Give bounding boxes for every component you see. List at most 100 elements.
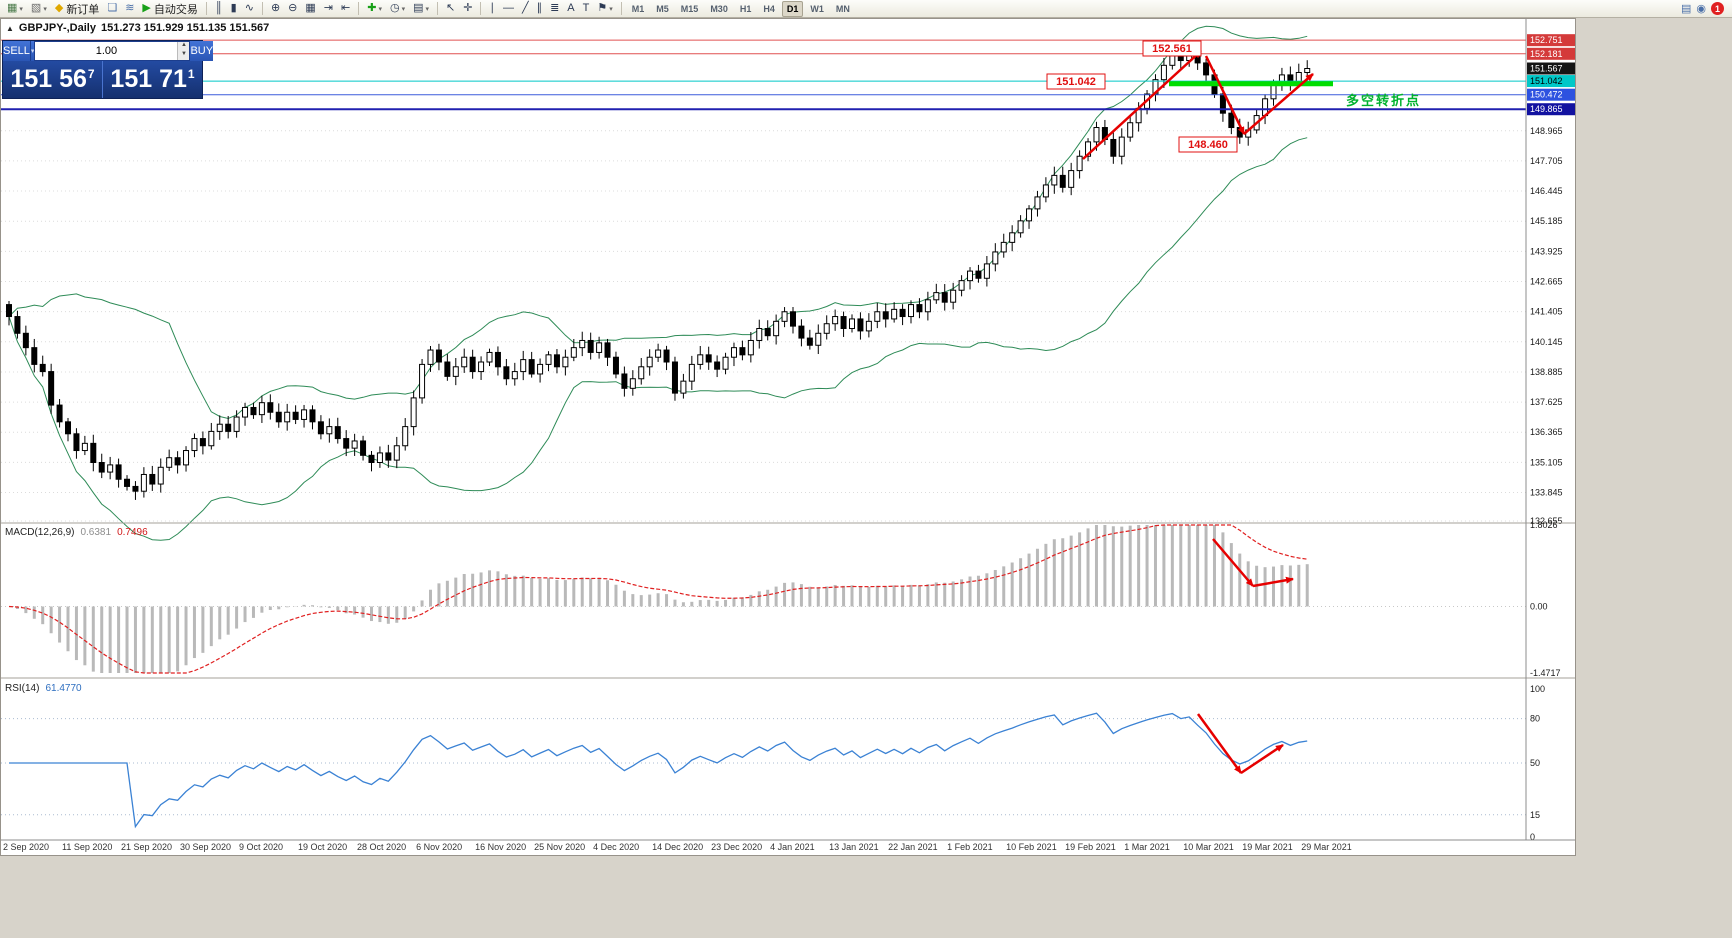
candles-layer — [6, 42, 1311, 500]
svg-text:29 Mar 2021: 29 Mar 2021 — [1301, 842, 1352, 852]
timeframe-m1-button[interactable]: M1 — [631, 3, 645, 14]
timeframe-h4-button[interactable]: H4 — [763, 3, 775, 14]
candlestick-chart-button[interactable]: ▮ — [227, 1, 241, 17]
chart-title: ▲ GBPJPY-,Daily 151.273 151.929 151.135 … — [6, 22, 269, 34]
svg-text:151.042: 151.042 — [1056, 76, 1096, 88]
chart-shift-icon: ⇤ — [341, 2, 351, 14]
tile-windows-button[interactable]: ▦ — [301, 1, 319, 17]
periods-icon: ◷ — [389, 2, 400, 14]
notification-badge[interactable]: 1 — [1711, 2, 1724, 15]
new-order-icon: ◆ — [54, 2, 64, 14]
dropdown-arrow-icon: ▾ — [425, 5, 430, 13]
svg-text:4 Dec 2020: 4 Dec 2020 — [593, 842, 639, 852]
vertical-line-icon: ∣ — [489, 2, 495, 14]
chat-icon[interactable]: ◉ — [1696, 3, 1706, 15]
svg-text:147.705: 147.705 — [1530, 156, 1563, 166]
volume-stepper: ▲ ▼ — [177, 42, 190, 60]
svg-text:19 Mar 2021: 19 Mar 2021 — [1242, 842, 1293, 852]
one-click-trade-panel: SELL ▾ ▲ ▼ BUY 151 56 7 151 71 — [2, 40, 214, 99]
panel-toggle-icon[interactable]: ▤ — [1680, 3, 1692, 15]
annotations: 152.561 151.042 148.460 多空转折点 — [1046, 40, 1419, 775]
toolbar-right: ▤ ◉ 1 — [1681, 2, 1729, 15]
ask-price[interactable]: 151 71 1 — [102, 61, 202, 98]
price-grid: 148.965 147.705 146.445 145.185 143.925 142.6… — [1, 126, 1563, 526]
fibonacci-icon: ≣ — [550, 2, 560, 14]
timeframe-mn-button[interactable]: MN — [835, 3, 850, 14]
timeframe-d1-button[interactable]: D1 — [781, 0, 804, 17]
zoom-in-button[interactable]: ⊕ — [267, 1, 284, 17]
svg-text:-1.4717: -1.4717 — [1530, 668, 1561, 678]
zoom-in-icon: ⊕ — [270, 2, 281, 14]
timeframe-m15-button[interactable]: M15 — [680, 3, 699, 14]
arrows-button[interactable]: ⚑ ▾ — [593, 1, 616, 17]
new-order-button[interactable]: ◆ 新订单 — [51, 1, 103, 17]
horizontal-line-button[interactable]: — — [499, 1, 518, 17]
text-button[interactable]: A — [563, 1, 578, 17]
svg-text:25 Nov 2020: 25 Nov 2020 — [534, 842, 585, 852]
bid-price[interactable]: 151 56 7 — [3, 61, 102, 98]
bar-chart-button[interactable]: ║ — [211, 1, 227, 17]
tile-windows-icon: ▦ — [305, 2, 316, 14]
toolbar-items: ▦ ▾ ▧ ▾ ◆ 新订单 ❏ ≋ ▶ 自动交易 ║ ▮ ∿ ⊕ ⊖ ▦ ⇥ ⇤ ✚ ▾ ◷ ▾ ▤ ▾ ↖ ✛ ∣ — ╱ ∥ ≣ A T ⚑ ▾… — [3, 0, 856, 17]
svg-text:133.845: 133.845 — [1530, 488, 1563, 498]
svg-text:149.865: 149.865 — [1530, 104, 1563, 114]
autotrading-button-label: 自动交易 — [153, 3, 198, 16]
chart-canvas[interactable]: 148.965 147.705 146.445 145.185 143.925 142.6… — [1, 19, 1575, 855]
svg-text:1 Mar 2021: 1 Mar 2021 — [1124, 842, 1170, 852]
buy-button[interactable]: BUY — [190, 41, 214, 61]
svg-text:6 Nov 2020: 6 Nov 2020 — [416, 842, 462, 852]
sell-button[interactable]: SELL — [3, 41, 30, 61]
templates-button[interactable]: ▤ ▾ — [409, 1, 433, 17]
indicators-button[interactable]: ✚ ▾ — [363, 1, 386, 17]
crosshair-button[interactable]: ✛ — [459, 1, 476, 17]
symbol-timeframe-label: GBPJPY-,Daily — [18, 22, 96, 34]
trendline-button[interactable]: ╱ — [518, 1, 533, 17]
candlestick-chart-icon: ▮ — [230, 2, 237, 14]
chart-window[interactable]: 148.965 147.705 146.445 145.185 143.925 142.6… — [0, 18, 1576, 856]
svg-text:151.567: 151.567 — [1530, 64, 1563, 74]
new-chart-button[interactable]: ▦ ▾ — [3, 1, 27, 17]
ask-big-digits: 151 71 — [110, 65, 187, 93]
toolbar-separator — [358, 2, 360, 15]
dropdown-arrow-icon: ▾ — [43, 5, 47, 13]
timeframe-h1-button[interactable]: H1 — [739, 3, 752, 14]
volume-down-icon[interactable]: ▼ — [178, 51, 190, 60]
periods-button[interactable]: ◷ ▾ — [386, 1, 409, 17]
channel-button[interactable]: ∥ — [533, 1, 547, 17]
svg-text:1 Feb 2021: 1 Feb 2021 — [947, 842, 993, 852]
cursor-button[interactable]: ↖ — [442, 1, 459, 17]
svg-text:13 Jan 2021: 13 Jan 2021 — [829, 842, 879, 852]
volume-input[interactable] — [35, 42, 178, 60]
autotrading-button[interactable]: ▶ 自动交易 — [138, 1, 201, 17]
volume-up-icon[interactable]: ▲ — [178, 42, 190, 51]
arrows-icon: ⚑ — [597, 2, 608, 14]
timeframe-m30-button[interactable]: M30 — [710, 3, 728, 14]
new-chart-icon: ▦ — [7, 2, 18, 14]
macd-main-value: 0.6381 — [80, 527, 112, 538]
auto-scroll-button[interactable]: ⇥ — [320, 1, 337, 17]
profiles-button[interactable]: ▧ ▾ — [27, 1, 51, 17]
svg-text:145.185: 145.185 — [1530, 216, 1563, 226]
line-chart-button[interactable]: ∿ — [241, 1, 258, 17]
label-icon: T — [582, 2, 590, 14]
timeframe-m5-button[interactable]: M5 — [656, 3, 669, 14]
svg-text:9 Oct 2020: 9 Oct 2020 — [239, 842, 283, 852]
chart-shift-button[interactable]: ⇤ — [337, 1, 354, 17]
market-depth-button[interactable]: ≋ — [121, 1, 138, 17]
label-button[interactable]: T — [579, 1, 594, 17]
templates-icon: ▤ — [413, 2, 424, 14]
chart-windows-button[interactable]: ❏ — [103, 1, 121, 17]
toolbar-separator — [261, 2, 263, 15]
bollinger-bands — [8, 25, 1308, 541]
zoom-out-button[interactable]: ⊖ — [284, 1, 301, 17]
fibonacci-button[interactable]: ≣ — [546, 1, 563, 17]
trade-dropdown-arrow-icon[interactable]: ▾ — [29, 41, 35, 61]
toolbar-separator — [480, 2, 482, 15]
text-icon: A — [567, 2, 575, 14]
timeframe-w1-button[interactable]: W1 — [810, 3, 824, 14]
cursor-icon: ↖ — [446, 2, 456, 14]
chart-collapse-icon[interactable]: ▲ — [6, 23, 14, 33]
svg-text:16 Nov 2020: 16 Nov 2020 — [475, 842, 526, 852]
vertical-line-button[interactable]: ∣ — [485, 1, 499, 17]
